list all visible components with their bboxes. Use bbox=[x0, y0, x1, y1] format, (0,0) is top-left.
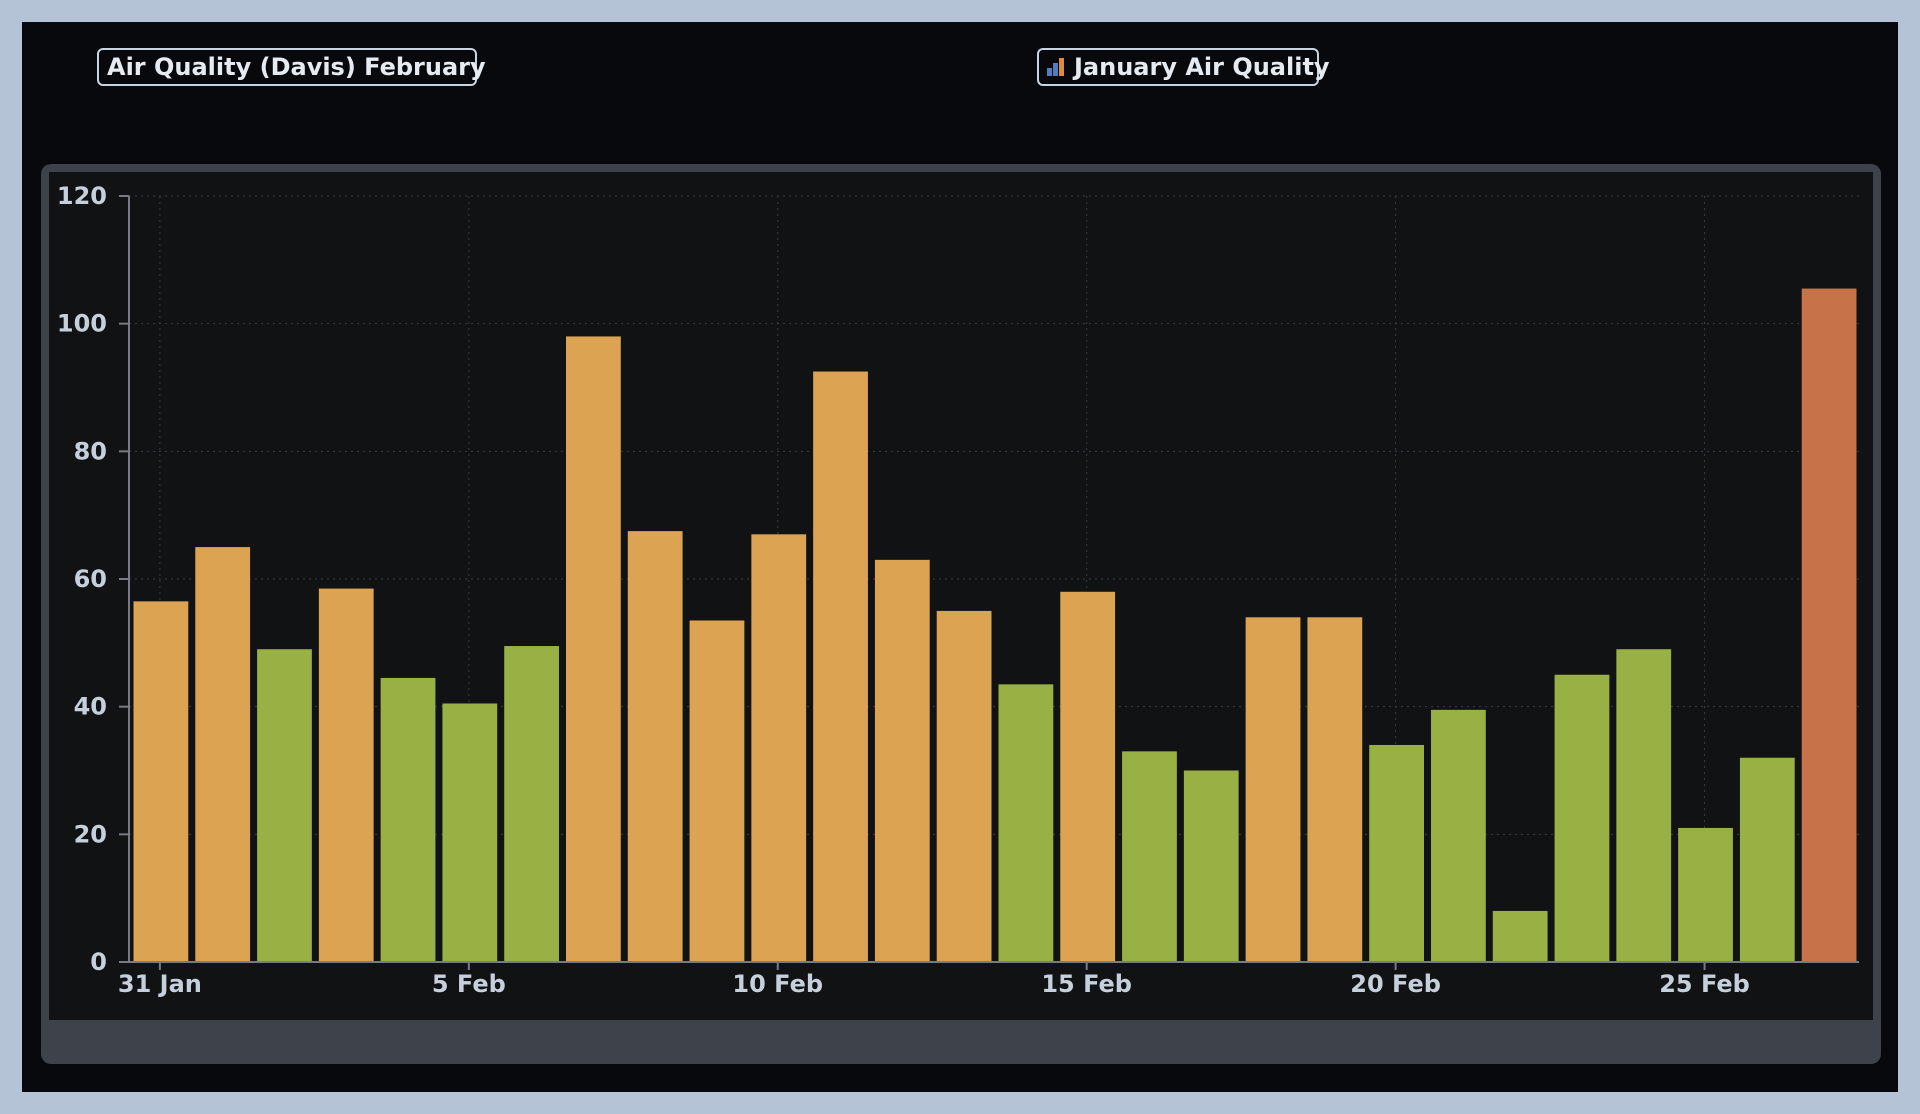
bar-24-feb bbox=[1616, 649, 1672, 962]
bar-25-feb bbox=[1678, 827, 1733, 962]
tab-january-air-quality[interactable]: January Air Quality bbox=[1037, 48, 1330, 86]
y-tick-label: 0 bbox=[90, 948, 107, 976]
x-tick-label: 20 Feb bbox=[1350, 970, 1441, 998]
tab-air-quality-february[interactable]: Air Quality (Davis) February bbox=[97, 48, 486, 86]
bar-27-feb bbox=[1801, 288, 1857, 962]
x-tick-label: 15 Feb bbox=[1041, 970, 1132, 998]
bar-21-feb bbox=[1431, 709, 1486, 962]
bar-13-feb bbox=[936, 610, 992, 962]
bar-chart-icon bbox=[1047, 58, 1064, 76]
bar-14-feb bbox=[998, 684, 1054, 962]
bar-31-jan bbox=[133, 601, 189, 962]
plot-area: 0 20 40 60 80 100 120 31 Jan 5 Feb 10 Feb 15 Feb 20… bbox=[49, 172, 1873, 1020]
y-tick-label: 120 bbox=[57, 182, 107, 210]
y-tick-label: 40 bbox=[74, 693, 107, 721]
bar-9-feb bbox=[689, 620, 745, 962]
bar-4-feb bbox=[380, 677, 436, 962]
bar-11-feb bbox=[813, 371, 868, 962]
bar-7-feb bbox=[566, 336, 621, 962]
bar-1-feb bbox=[195, 547, 251, 962]
bar-16-feb bbox=[1122, 751, 1177, 962]
x-tick-label: 10 Feb bbox=[732, 970, 823, 998]
bar-chart: 0 20 40 60 80 100 120 31 Jan 5 Feb 10 Feb 15 Feb 20… bbox=[57, 182, 1859, 998]
bar-5-feb bbox=[442, 703, 498, 962]
tab-label: January Air Quality bbox=[1074, 53, 1330, 81]
x-tick-label: 31 Jan bbox=[118, 970, 202, 998]
y-tick-label: 20 bbox=[74, 820, 107, 848]
bar-6-feb bbox=[504, 646, 559, 962]
y-tick-label: 80 bbox=[74, 437, 107, 465]
bar-17-feb bbox=[1183, 770, 1239, 962]
app-window: Air Quality (Davis) February January Air… bbox=[22, 22, 1898, 1092]
bar-19-feb bbox=[1307, 617, 1363, 962]
bar-8-feb bbox=[627, 531, 683, 962]
bar-26-feb bbox=[1739, 757, 1795, 962]
bar-10-feb bbox=[751, 534, 807, 962]
y-tick-label: 60 bbox=[74, 565, 107, 593]
bar-22-feb bbox=[1492, 910, 1548, 962]
tab-label: Air Quality (Davis) February bbox=[107, 53, 486, 81]
bar-12-feb bbox=[874, 559, 930, 962]
bar-18-feb bbox=[1245, 617, 1301, 962]
bar-3-feb bbox=[318, 588, 374, 962]
bar-15-feb bbox=[1060, 591, 1116, 962]
x-tick-label: 5 Feb bbox=[432, 970, 506, 998]
bar-23-feb bbox=[1554, 674, 1610, 962]
bar-20-feb bbox=[1369, 744, 1424, 962]
x-tick-label: 25 Feb bbox=[1659, 970, 1750, 998]
y-tick-label: 100 bbox=[57, 310, 107, 338]
bar-2-feb bbox=[257, 649, 312, 962]
chart-panel: 0 20 40 60 80 100 120 31 Jan 5 Feb 10 Feb 15 Feb 20… bbox=[41, 164, 1881, 1064]
